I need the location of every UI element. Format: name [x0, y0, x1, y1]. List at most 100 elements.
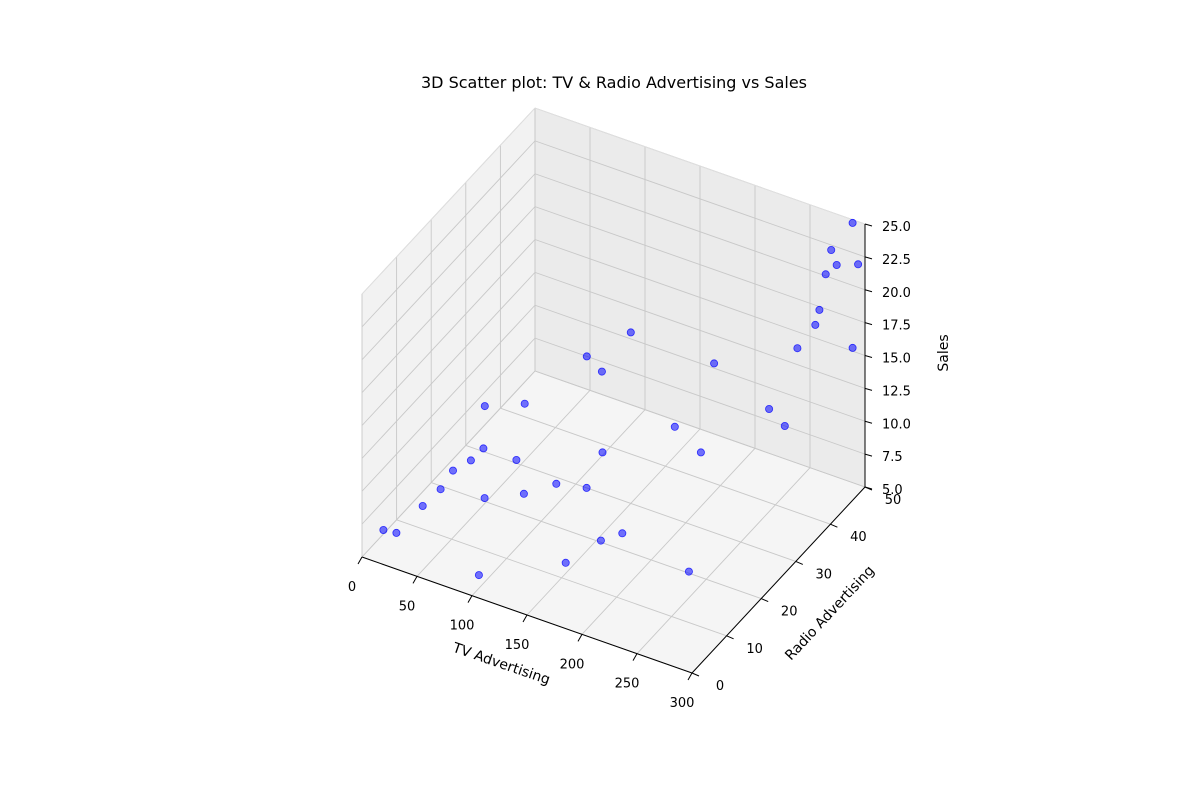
data-point: [466, 456, 475, 465]
z-tick-label: 20.0: [882, 286, 911, 301]
z-tick: [864, 322, 873, 326]
data-point: [448, 466, 457, 475]
z-tick-label: 17.5: [882, 319, 911, 334]
pane-edge: [534, 107, 866, 225]
y-tick-label: 10: [746, 642, 763, 657]
data-point: [519, 489, 528, 498]
data-point: [480, 402, 489, 411]
x-tick-label: 150: [505, 638, 530, 653]
y-gridline-floor: [465, 444, 796, 562]
data-point: [832, 260, 841, 269]
x-axis-label: TV Advertising: [450, 640, 552, 689]
x-tick: [522, 614, 528, 623]
data-point: [418, 501, 427, 510]
z-tick: [864, 420, 873, 424]
z-gridline-back: [534, 239, 866, 356]
y-tick: [761, 598, 769, 603]
data-point: [561, 558, 570, 567]
z-gridline-back: [534, 304, 866, 422]
z-gridline-left: [361, 304, 536, 492]
data-point: [598, 448, 607, 457]
pane-edge: [361, 107, 536, 295]
z-tick: [864, 289, 873, 293]
x-gridline-floor: [526, 428, 701, 616]
data-point: [618, 529, 627, 538]
data-point: [696, 448, 705, 457]
data-point: [821, 270, 830, 279]
data-point: [436, 485, 445, 494]
z-axis-label: Sales: [936, 334, 952, 371]
z-tick: [864, 256, 873, 260]
z-gridline-back: [534, 140, 866, 258]
x-tick-label: 0: [348, 580, 356, 595]
z-tick: [864, 486, 873, 490]
data-point: [854, 260, 863, 269]
data-point: [684, 567, 693, 576]
y-gridline-floor: [500, 407, 831, 525]
y-tick: [726, 635, 734, 640]
z-gridline-left: [361, 370, 536, 558]
x-tick-label: 250: [615, 677, 640, 692]
x-gridline-floor: [636, 467, 811, 654]
data-point: [811, 320, 820, 329]
data-point: [626, 328, 635, 337]
x-tick-label: 100: [450, 619, 475, 634]
y-tick-label: 30: [816, 567, 833, 582]
z-gridline-back: [534, 271, 866, 389]
data-point: [512, 455, 521, 464]
z-tick-label: 12.5: [882, 384, 911, 399]
z-tick-label: 22.5: [882, 253, 911, 268]
z-tick-label: 10.0: [882, 417, 911, 432]
data-point: [480, 494, 489, 503]
x-tick: [687, 672, 693, 681]
z-gridline-back: [534, 206, 866, 324]
z-tick: [864, 453, 873, 457]
z-tick-label: 15.0: [882, 352, 911, 367]
chart-title: 3D Scatter plot: TV & Radio Advertising …: [421, 73, 807, 92]
data-points: [379, 218, 863, 580]
y-tick-label: 20: [781, 605, 798, 620]
z-gridline-left: [361, 272, 536, 459]
z-gridline-back: [534, 173, 866, 291]
z-tick-label: 7.5: [882, 450, 903, 465]
z-tick: [864, 355, 873, 358]
tick-marks: [357, 223, 873, 681]
data-point: [670, 422, 679, 431]
data-point: [552, 479, 561, 488]
data-point: [780, 421, 789, 430]
y-tick: [795, 560, 803, 565]
data-point: [765, 404, 774, 413]
y-gridline-floor: [431, 482, 762, 600]
data-point: [582, 352, 591, 361]
z-gridline-left: [361, 337, 536, 525]
data-point: [597, 367, 606, 376]
y-tick: [830, 523, 838, 528]
x-tick-label: 300: [670, 696, 695, 711]
data-point: [793, 344, 802, 353]
data-point: [379, 526, 388, 535]
tick-labels: 050100150200250300010203040505.07.510.01…: [348, 220, 911, 711]
data-point: [474, 571, 483, 580]
data-point: [582, 483, 591, 492]
data-point: [520, 399, 529, 408]
data-point: [848, 218, 857, 227]
z-tick: [864, 387, 873, 391]
y-tick: [691, 672, 700, 677]
y-tick-label: 40: [850, 530, 867, 545]
data-point: [815, 305, 824, 314]
x-tick-label: 50: [399, 599, 416, 614]
data-point: [479, 444, 488, 453]
z-gridline-back: [534, 370, 866, 488]
data-point: [848, 343, 857, 352]
x-gridline-floor: [416, 390, 591, 577]
y-gridline-floor: [396, 519, 727, 637]
z-gridline-left: [361, 239, 536, 426]
data-point: [710, 359, 719, 368]
y-axis-line: [691, 486, 866, 674]
data-point: [827, 245, 836, 254]
y-tick-label: 0: [716, 679, 724, 694]
x-tick: [357, 556, 363, 565]
z-tick-label: 25.0: [882, 220, 911, 235]
x-tick-label: 200: [560, 657, 585, 672]
